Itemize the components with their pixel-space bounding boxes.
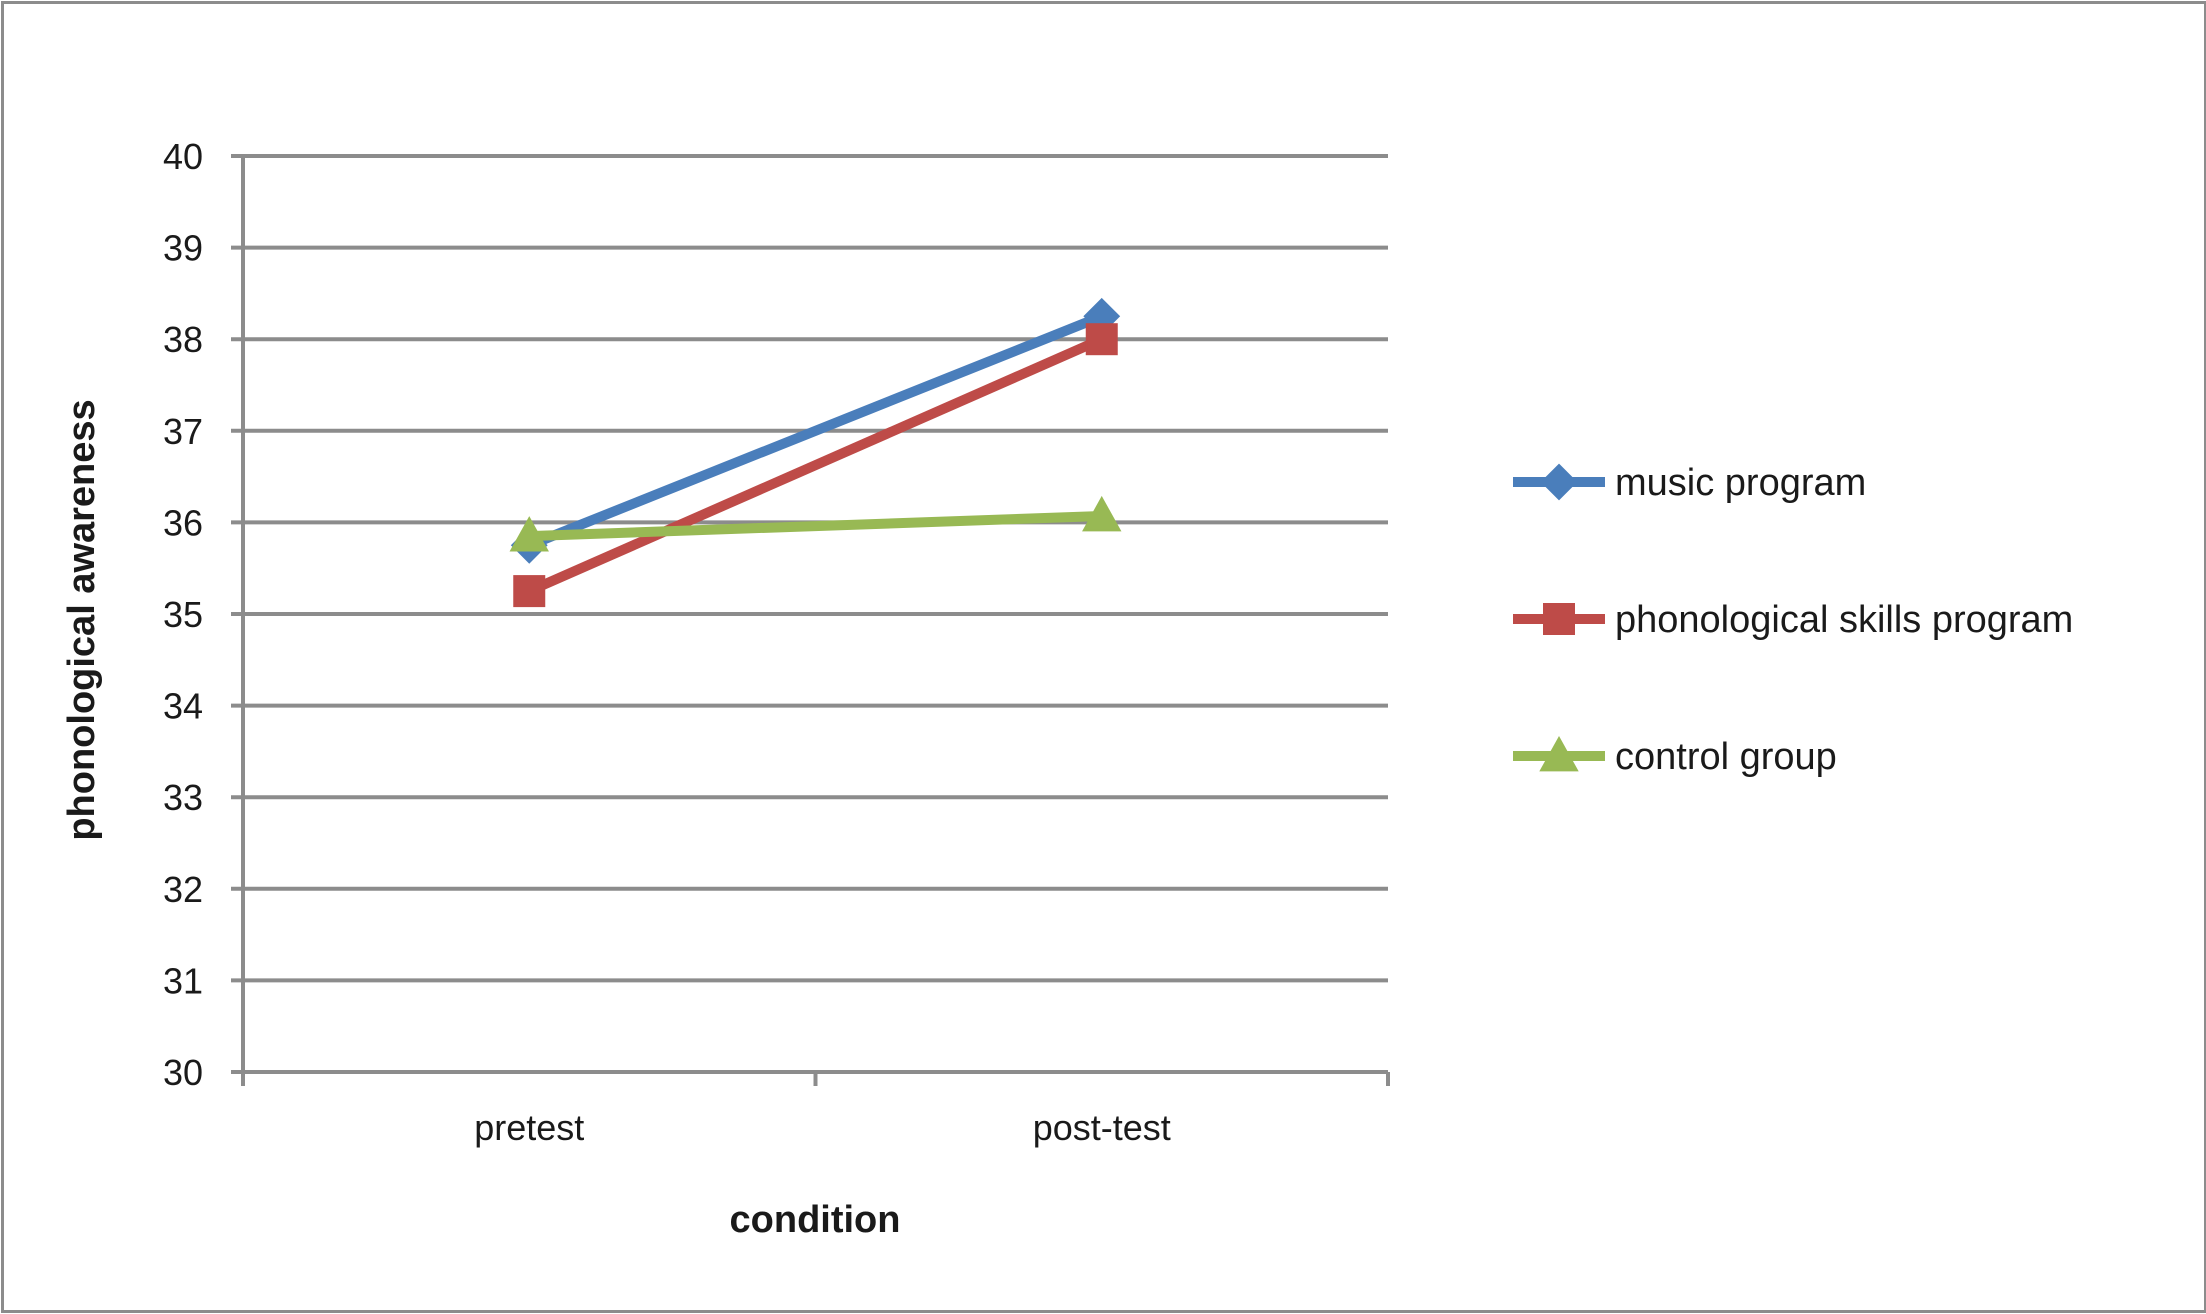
x-tick-label: post-test [1033, 1107, 1171, 1148]
y-tick-label: 35 [163, 594, 203, 635]
y-tick-labels: 30 31 32 33 34 35 36 37 38 39 40 [163, 136, 203, 1093]
legend: music program phonological skills program… [1513, 462, 2073, 778]
y-tick-label: 32 [163, 869, 203, 910]
data-point [1082, 495, 1122, 532]
y-tick-label: 36 [163, 502, 203, 543]
y-tick-label: 34 [163, 686, 203, 727]
series-markers [509, 297, 1122, 608]
legend-marker [1539, 735, 1579, 772]
y-tick-label: 33 [163, 777, 203, 818]
y-tick-label: 31 [163, 960, 203, 1001]
legend-label: music program [1615, 462, 1866, 504]
series-line [527, 334, 1104, 596]
data-point [1085, 323, 1118, 356]
axes [231, 156, 1390, 1086]
y-axis-title: phonological awareness [61, 399, 103, 840]
y-tick-label: 40 [163, 136, 203, 177]
x-tick-labels: pretest post-test [474, 1107, 1171, 1148]
legend-marker [1540, 463, 1578, 501]
y-tick-label: 30 [163, 1052, 203, 1093]
y-tick-label: 37 [163, 411, 203, 452]
y-tick-label: 39 [163, 228, 203, 269]
y-tick-label: 38 [163, 319, 203, 360]
series-lines [527, 311, 1104, 596]
legend-label: control group [1615, 736, 1837, 778]
legend-label: phonological skills program [1615, 599, 2073, 641]
series-line [529, 510, 1102, 542]
x-axis-title: condition [730, 1199, 901, 1241]
series-line [527, 311, 1104, 550]
data-point [513, 575, 546, 608]
legend-marker [1543, 603, 1575, 635]
data-point [509, 516, 549, 552]
gridlines [231, 154, 1388, 983]
x-tick-label: pretest [474, 1107, 584, 1148]
